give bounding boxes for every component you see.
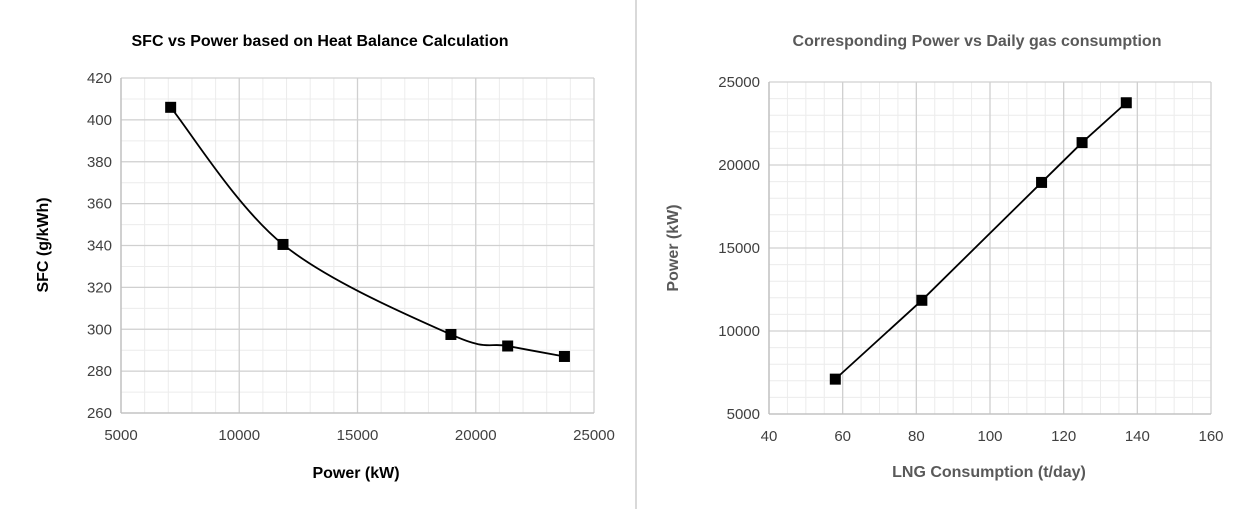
y-tick-label: 25000 bbox=[718, 74, 760, 91]
data-point-marker bbox=[829, 373, 841, 385]
y-tick-label: 300 bbox=[87, 321, 112, 338]
data-point-marker bbox=[277, 238, 289, 250]
y-tick-label: 260 bbox=[87, 405, 112, 422]
x-tick-label: 20000 bbox=[455, 427, 497, 444]
x-tick-label: 10000 bbox=[218, 427, 260, 444]
x-tick-label: 5000 bbox=[104, 427, 137, 444]
trendline-curve bbox=[169, 106, 565, 358]
power-vs-lng-chart: 40 60 80 100 120 140 160 5000 10000 15000 20000 250… bbox=[665, 33, 1224, 481]
y-tick-label: 280 bbox=[87, 363, 112, 380]
x-tick-label: 100 bbox=[977, 428, 1002, 445]
data-point-marker bbox=[445, 328, 457, 340]
chart-title: Corresponding Power vs Daily gas consump… bbox=[793, 33, 1162, 50]
data-point-marker bbox=[1076, 137, 1088, 149]
y-tick-label: 20000 bbox=[718, 157, 760, 174]
x-axis-label: LNG Consumption (t/day) bbox=[892, 464, 1086, 481]
y-axis-label: SFC (g/kWh) bbox=[35, 197, 52, 292]
y-tick-label: 15000 bbox=[718, 240, 760, 257]
x-tick-label: 15000 bbox=[337, 427, 379, 444]
x-axis-label: Power (kW) bbox=[312, 465, 399, 482]
x-tick-label: 25000 bbox=[573, 427, 615, 444]
chart-panel-right: 40 60 80 100 120 140 160 5000 10000 15000 20000 250… bbox=[636, 0, 1255, 509]
y-tick-label: 360 bbox=[87, 196, 112, 213]
chart-panel-left: 5000 10000 15000 20000 25000 260 280 300 320 340 3… bbox=[35, 0, 636, 509]
y-tick-label: 320 bbox=[87, 279, 112, 296]
y-tick-label: 400 bbox=[87, 112, 112, 129]
sfc-vs-power-chart: 5000 10000 15000 20000 25000 260 280 300 320 340 3… bbox=[35, 33, 615, 482]
y-tick-label: 10000 bbox=[718, 323, 760, 340]
x-tick-label: 40 bbox=[761, 428, 778, 445]
x-tick-label: 140 bbox=[1125, 428, 1150, 445]
data-point-marker bbox=[558, 350, 570, 362]
data-point-marker bbox=[1036, 176, 1048, 188]
data-point-marker bbox=[165, 101, 177, 113]
data-point-marker bbox=[1120, 97, 1132, 109]
y-axis-label: Power (kW) bbox=[665, 204, 682, 291]
data-point-marker bbox=[502, 340, 514, 352]
y-tick-label: 340 bbox=[87, 238, 112, 255]
chart-title: SFC vs Power based on Heat Balance Calcu… bbox=[132, 33, 509, 50]
data-point-marker bbox=[916, 294, 928, 306]
x-tick-label: 160 bbox=[1198, 428, 1223, 445]
y-tick-label: 380 bbox=[87, 154, 112, 171]
x-tick-label: 80 bbox=[908, 428, 925, 445]
x-tick-label: 60 bbox=[834, 428, 851, 445]
y-tick-label: 5000 bbox=[727, 406, 760, 423]
x-tick-label: 120 bbox=[1051, 428, 1076, 445]
y-tick-label: 420 bbox=[87, 70, 112, 87]
